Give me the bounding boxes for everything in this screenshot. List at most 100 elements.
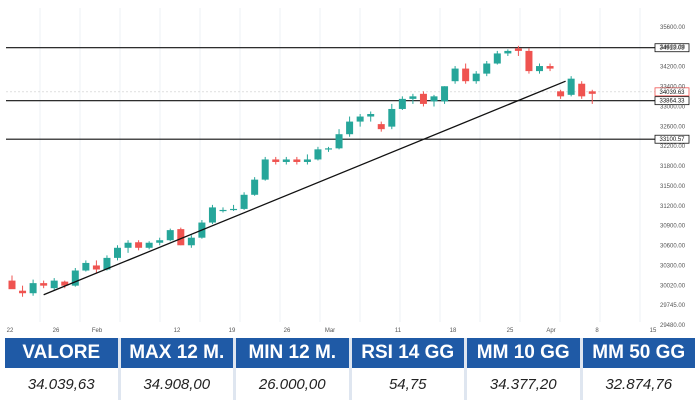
candle-body — [483, 63, 491, 74]
stats-table: VALORE MAX 12 M. MIN 12 M. RSI 14 GG MM … — [5, 338, 695, 400]
candles — [8, 45, 596, 297]
candle-body — [546, 66, 554, 69]
level-label-box — [654, 134, 690, 144]
candle-body — [103, 257, 111, 270]
candle-body — [493, 53, 501, 64]
x-tick-label: 19 — [229, 328, 236, 334]
candle-body — [240, 194, 248, 209]
candle-body — [325, 148, 332, 150]
candle-body — [61, 281, 69, 286]
x-axis: 22 26 Feb 12 19 26 Mar 11 18 25 Apr 8 15 — [7, 328, 657, 334]
candle-body — [251, 179, 259, 195]
y-tick-label: 31200.00 — [660, 204, 686, 210]
y-tick-label: 31500.00 — [660, 184, 686, 190]
candle-body — [177, 229, 185, 246]
stat-value-max: 34.908,00 — [121, 368, 236, 400]
x-tick-label: 11 — [395, 328, 402, 334]
stat-value-rsi: 54,75 — [352, 368, 467, 400]
candle-body — [187, 237, 195, 246]
candle-body — [135, 242, 143, 248]
candle-body — [536, 66, 543, 72]
candlestick-chart: 34913.03 34039.63 33864.33 33100.57 35600.0… — [6, 8, 690, 334]
x-tick-label: 26 — [53, 328, 60, 334]
candle-body — [441, 86, 449, 102]
y-tick-label: 29480.00 — [660, 323, 686, 329]
x-tick-label: 18 — [450, 328, 457, 334]
candle-body — [462, 68, 470, 82]
candle-body — [578, 83, 586, 97]
stat-value-valore: 34.039,63 — [5, 368, 121, 400]
x-tick-label: 12 — [174, 328, 181, 334]
candle-body — [293, 159, 301, 162]
stat-value-mm10: 34.377,20 — [467, 368, 583, 400]
trendline — [43, 80, 566, 296]
candle-body — [19, 290, 27, 294]
candle-body — [451, 68, 459, 82]
y-tick-label: 32600.00 — [660, 124, 686, 130]
candle-body — [377, 124, 385, 130]
y-tick-label: 30900.00 — [660, 224, 686, 230]
y-tick-label: 29745.00 — [660, 303, 686, 309]
candle-body — [409, 96, 417, 99]
candle-body — [92, 265, 100, 270]
candle-body — [588, 91, 596, 94]
y-tick-label: 34200.00 — [660, 65, 686, 71]
level-label: 34913.03 — [659, 46, 685, 52]
candle-body — [82, 262, 90, 271]
stat-header-rsi: RSI 14 GG — [351, 338, 464, 368]
candle-body — [472, 73, 480, 82]
y-tick-label: 30600.00 — [660, 244, 686, 250]
x-tick-label: 8 — [595, 328, 599, 334]
x-tick-label: 25 — [507, 328, 514, 334]
x-tick-label: Feb — [92, 328, 103, 334]
candle-body — [514, 48, 522, 51]
candle-body — [114, 247, 121, 258]
candle-body — [525, 50, 533, 72]
candle-body — [124, 242, 132, 248]
price-label-box — [654, 87, 690, 97]
stat-value-min: 26.000,00 — [236, 368, 352, 400]
candle-body — [398, 98, 406, 109]
stats-value-row: 34.039,63 34.908,00 26.000,00 54,75 34.3… — [5, 368, 695, 400]
stats-header-row: VALORE MAX 12 M. MIN 12 M. RSI 14 GG MM … — [5, 338, 695, 368]
level-label-box — [654, 96, 690, 106]
stat-header-max: MAX 12 M. — [120, 338, 233, 368]
y-tick-label: 30300.00 — [660, 263, 686, 269]
candle-body — [314, 149, 322, 160]
candle-body — [557, 91, 565, 97]
candle-body — [208, 207, 216, 223]
stat-header-mm50: MM 50 GG — [582, 338, 695, 368]
candle-body — [504, 50, 512, 54]
level-label: 34039.63 — [659, 90, 685, 96]
candle-body — [156, 240, 164, 243]
y-tick-label: 30020.00 — [660, 283, 686, 289]
candle-body — [261, 159, 269, 180]
trendline-segment — [43, 80, 566, 296]
candle-body — [8, 280, 16, 290]
x-tick-label: 22 — [7, 328, 14, 334]
chart-grid — [39, 8, 641, 322]
y-tick-label: 34600.00 — [660, 45, 686, 51]
candle-body — [567, 78, 575, 95]
candle-body — [367, 114, 375, 117]
x-tick-label: Apr — [546, 328, 555, 334]
candle-body — [29, 283, 37, 294]
candle-body — [40, 283, 48, 286]
candle-body — [50, 280, 58, 289]
y-tick-label: 33400.00 — [660, 85, 686, 91]
stat-header-valore: VALORE — [5, 338, 118, 368]
candle-body — [230, 208, 238, 211]
x-tick-label: Mar — [325, 328, 335, 334]
candle-body — [356, 116, 364, 122]
candle-body — [346, 121, 354, 135]
candle-body — [71, 270, 79, 286]
y-tick-label: 33000.00 — [660, 104, 686, 110]
candle-body — [303, 159, 311, 162]
stat-header-mm10: MM 10 GG — [467, 338, 580, 368]
candle-body — [145, 242, 153, 248]
level-label-box — [654, 43, 690, 53]
level-label: 33864.33 — [659, 99, 685, 105]
stat-value-mm50: 32.874,76 — [605, 375, 673, 393]
x-tick-label: 26 — [284, 328, 291, 334]
candle-body — [388, 108, 396, 127]
